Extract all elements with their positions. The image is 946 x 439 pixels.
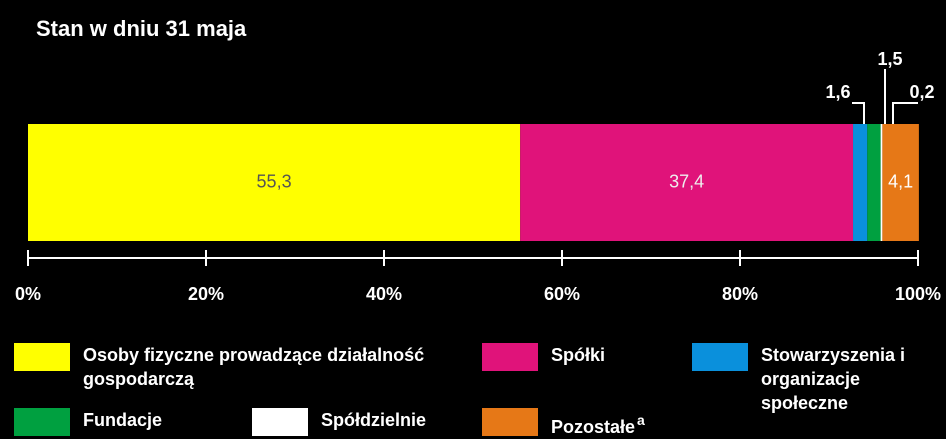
x-tick-label: 40% — [366, 284, 402, 304]
value-label: 0,2 — [909, 82, 934, 102]
legend-swatch — [252, 408, 308, 436]
legend-swatch — [14, 343, 70, 371]
bar-segment — [880, 124, 883, 241]
leader-line — [884, 69, 886, 124]
legend-text: Stowarzyszenia i organizacje społeczne — [761, 345, 906, 413]
legend-swatch — [482, 343, 538, 371]
bar-segment — [867, 124, 881, 241]
value-label: 1,6 — [825, 82, 850, 102]
legend-text: Fundacje — [83, 410, 163, 430]
legend-text: Spółdzielnie — [321, 410, 427, 430]
footnote-marker: a — [637, 412, 645, 428]
legend-swatch — [692, 343, 748, 371]
legend-label: Spółki — [551, 343, 731, 367]
x-tick-label: 100% — [895, 284, 941, 304]
legend-text: Spółki — [551, 345, 606, 365]
legend-label: Osoby fizyczne prowadzące działalność go… — [83, 343, 483, 391]
legend-label: Pozostałe a — [551, 408, 751, 439]
legend-item: Spółki — [482, 343, 731, 371]
legend-item: Spółdzielnie — [252, 408, 521, 436]
chart-title: Stan w dniu 31 maja — [36, 16, 247, 41]
value-label: 1,5 — [877, 49, 902, 69]
legend-item: Stowarzyszenia i organizacje społeczne — [692, 343, 931, 415]
value-label: 37,4 — [669, 171, 704, 191]
bar-segment — [28, 124, 521, 241]
value-label: 55,3 — [257, 171, 292, 191]
x-tick-label: 60% — [544, 284, 580, 304]
legend-item: Fundacje — [14, 408, 283, 436]
legend-item: Osoby fizyczne prowadzące działalność go… — [14, 343, 483, 391]
legend-swatch — [482, 408, 538, 436]
bar-segment — [853, 124, 868, 241]
legend-label: Spółdzielnie — [321, 408, 521, 432]
x-tick-label: 0% — [15, 284, 41, 304]
legend-label: Stowarzyszenia i organizacje społeczne — [761, 343, 931, 415]
legend-item: Pozostałe a — [482, 408, 751, 439]
legend-text: Osoby fizyczne prowadzące działalność go… — [83, 345, 425, 389]
legend-text: Pozostałe — [551, 417, 636, 437]
leader-line — [892, 102, 918, 124]
leader-line — [852, 102, 865, 124]
x-tick-label: 20% — [188, 284, 224, 304]
value-label: 4,1 — [888, 171, 913, 191]
legend-swatch — [14, 408, 70, 436]
x-tick-label: 80% — [722, 284, 758, 304]
legend-label: Fundacje — [83, 408, 283, 432]
bar-segment — [520, 124, 854, 241]
bar-segment — [882, 124, 919, 241]
